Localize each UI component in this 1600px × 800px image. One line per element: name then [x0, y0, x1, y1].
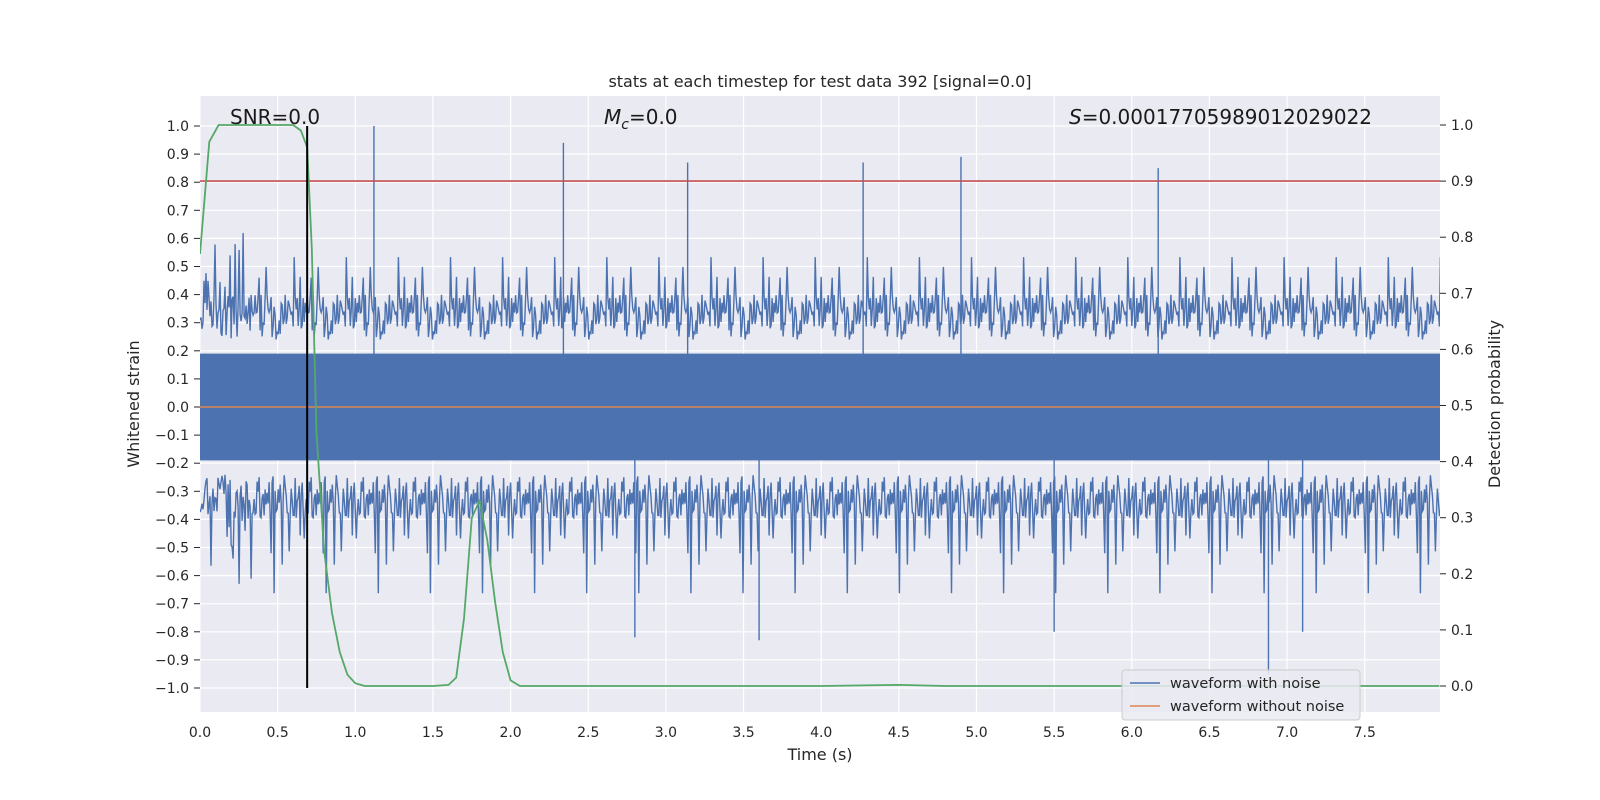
y-tick-label: 0.7 — [167, 203, 189, 219]
y2-tick-label: 0.0 — [1451, 679, 1473, 695]
legend-label-clean: waveform without noise — [1170, 699, 1344, 715]
x-tick-label: 6.5 — [1198, 725, 1220, 741]
y2-tick-label: 0.9 — [1451, 174, 1473, 190]
y-tick-label: 0.9 — [167, 147, 189, 163]
y2-tick-label: 0.3 — [1451, 511, 1473, 527]
y-tick-label: −0.1 — [155, 428, 189, 444]
x-tick-label: 7.5 — [1354, 725, 1376, 741]
x-tick-label: 4.5 — [888, 725, 910, 741]
y-tick-label: −0.3 — [155, 484, 189, 500]
snr-annotation: SNR=0.0 — [230, 105, 320, 129]
x-tick-label: 7.0 — [1276, 725, 1298, 741]
y-tick-label: 0.3 — [167, 316, 189, 332]
series-detection-probability — [200, 124, 1440, 687]
y2-axis-label: Detection probability — [1485, 320, 1504, 488]
x-tick-label: 0.5 — [267, 725, 289, 741]
y2-tick-label: 1.0 — [1451, 118, 1473, 134]
mc-annotation: Mc=0.0 — [604, 105, 678, 133]
y-tick-label: −0.2 — [155, 456, 189, 472]
x-tick-label: 1.5 — [422, 725, 444, 741]
y2-tick-label: 0.5 — [1451, 399, 1473, 415]
y-tick-label: 0.5 — [167, 260, 189, 276]
x-tick-label: 5.5 — [1043, 725, 1065, 741]
chart-title: stats at each timestep for test data 392… — [608, 72, 1031, 91]
y-tick-label: −0.8 — [155, 625, 189, 641]
x-tick-label: 4.0 — [810, 725, 832, 741]
y-tick-label: −0.7 — [155, 597, 189, 613]
x-tick-label: 1.0 — [344, 725, 366, 741]
y-tick-label: 1.0 — [167, 119, 189, 135]
x-tick-label: 2.5 — [577, 725, 599, 741]
plot-series — [200, 124, 1440, 688]
y-tick-label: −0.6 — [155, 569, 189, 585]
mc-symbol: M — [604, 105, 621, 129]
y2-tick-label: 0.4 — [1451, 455, 1473, 471]
x-tick-label: 6.0 — [1121, 725, 1143, 741]
mc-value: =0.0 — [629, 105, 678, 129]
y-tick-label: 0.6 — [167, 231, 189, 247]
s-value: =0.00017705989012029022 — [1082, 105, 1372, 129]
y2-tick-label: 0.1 — [1451, 623, 1473, 639]
mc-subscript: c — [621, 117, 629, 133]
x-tick-label: 2.0 — [499, 725, 521, 741]
legend-box — [1121, 669, 1361, 721]
y-tick-label: 0.0 — [167, 400, 189, 416]
y2-axis-ticks: 1.0 0.9 0.8 0.7 0.6 0.5 0.4 0.3 0.2 0.1 0.0 — [1440, 118, 1473, 695]
y-tick-label: −1.0 — [155, 681, 189, 697]
y2-tick-label: 0.8 — [1451, 230, 1473, 246]
x-tick-label: 3.0 — [655, 725, 677, 741]
legend-label-noise: waveform with noise — [1170, 676, 1321, 692]
x-tick-label: 3.5 — [732, 725, 754, 741]
y-tick-label: −0.5 — [155, 541, 189, 557]
y-axis-ticks: 1.0 0.9 0.8 0.7 0.6 0.5 0.4 0.3 0.2 0.1 0.0 −0.1 −0.… — [155, 119, 200, 697]
y-tick-label: −0.9 — [155, 653, 189, 669]
legend: waveform with noise waveform without noi… — [1121, 669, 1361, 721]
s-annotation: S=0.00017705989012029022 — [1069, 105, 1372, 129]
x-axis-ticks: 0.0 0.5 1.0 1.5 2.0 2.5 3.0 3.5 4.0 4.5 5.0 5.5 6.0 6… — [189, 725, 1376, 741]
y2-tick-label: 0.2 — [1451, 567, 1473, 583]
y-axis-label: Whitened strain — [124, 340, 143, 467]
y2-tick-label: 0.7 — [1451, 286, 1473, 302]
y-tick-label: 0.1 — [167, 372, 189, 388]
x-tick-label: 5.0 — [965, 725, 987, 741]
noise-upper-trace — [200, 232, 1440, 340]
x-axis-label: Time (s) — [786, 745, 852, 764]
x-tick-label: 0.0 — [189, 725, 211, 741]
probability-line — [200, 124, 1440, 687]
y-tick-label: −0.4 — [155, 512, 189, 528]
y2-tick-label: 0.6 — [1451, 342, 1473, 358]
s-symbol: S — [1069, 105, 1082, 129]
noise-lower-trace — [200, 474, 1440, 594]
y-tick-label: 0.2 — [167, 344, 189, 360]
y-tick-label: 0.4 — [167, 288, 189, 304]
y-tick-label: 0.8 — [167, 175, 189, 191]
